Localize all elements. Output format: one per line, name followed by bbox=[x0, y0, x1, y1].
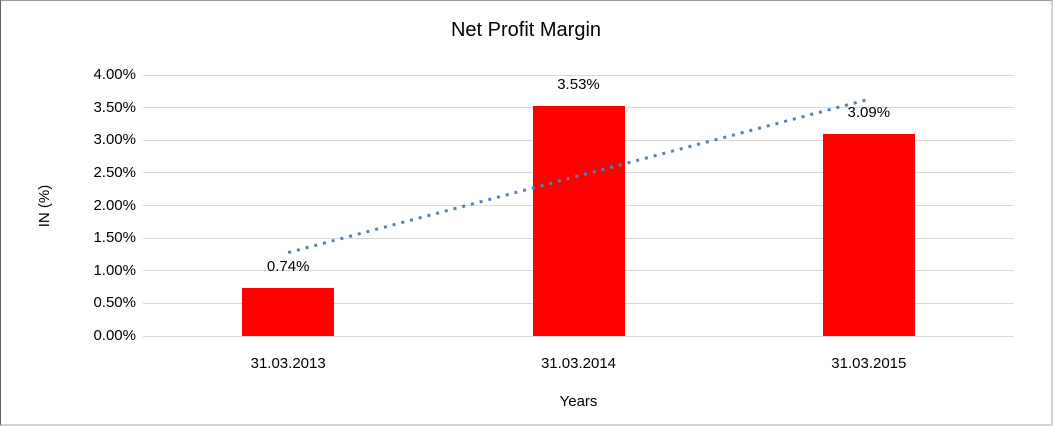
y-axis-tick-label: 2.00% bbox=[93, 196, 136, 214]
x-axis-tick-label: 31.03.2013 bbox=[250, 355, 326, 372]
bar-data-label: 3.53% bbox=[557, 75, 600, 93]
y-axis-title: IN (%) bbox=[36, 184, 53, 228]
bar-31.03.2014 bbox=[532, 105, 625, 336]
y-axis-tick-label: 1.50% bbox=[93, 229, 136, 247]
y-axis-tick-label: 3.00% bbox=[93, 131, 136, 149]
chart-title: Net Profit Margin bbox=[450, 19, 602, 41]
y-axis-tick-label: 0.50% bbox=[93, 294, 136, 312]
x-axis-tick-label: 31.03.2014 bbox=[540, 355, 617, 372]
y-gridline bbox=[143, 335, 1014, 337]
y-axis-tick-label: 2.50% bbox=[93, 163, 136, 181]
y-axis-tick-label: 1.00% bbox=[93, 261, 136, 279]
bar-data-label: 0.74% bbox=[266, 257, 310, 275]
y-gridline bbox=[143, 74, 1014, 76]
x-axis-title: Years bbox=[559, 393, 598, 410]
bar-31.03.2013 bbox=[242, 287, 335, 336]
bar-31.03.2015 bbox=[822, 134, 915, 336]
y-axis-tick-label: 3.50% bbox=[93, 98, 136, 116]
x-axis-tick-label: 31.03.2015 bbox=[831, 355, 907, 372]
y-axis-tick-label: 4.00% bbox=[93, 66, 136, 83]
bar-data-label: 3.09% bbox=[847, 104, 891, 122]
y-axis-tick-label: 0.00% bbox=[93, 327, 136, 344]
